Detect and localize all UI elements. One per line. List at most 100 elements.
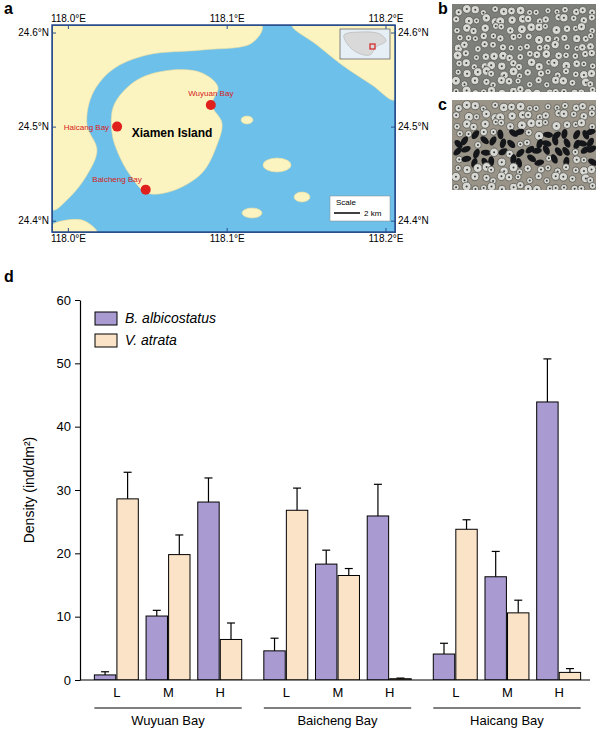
photo-texture [535, 76, 542, 83]
photo-texture [575, 11, 577, 13]
islet [242, 208, 262, 218]
photo-texture [470, 27, 478, 35]
photo-texture [529, 11, 531, 13]
photo-texture [538, 26, 540, 28]
photo-texture [563, 37, 565, 39]
photo-texture [462, 182, 471, 190]
photo-texture [516, 102, 525, 111]
map-x-axis-bottom-tick-label: 118.2°E [368, 233, 403, 244]
photo-texture [591, 11, 593, 13]
photo-texture [498, 62, 506, 70]
map-y-axis-right-tick: 24.6°N [391, 27, 429, 38]
photo-texture [546, 84, 548, 86]
photo-texture [536, 188, 538, 190]
bar [433, 654, 454, 680]
photo-texture [527, 81, 533, 87]
error-bar-cap [463, 519, 471, 520]
photo-texture [455, 176, 457, 178]
error-bar-cap [271, 638, 279, 639]
photo-texture [572, 167, 579, 174]
photo-texture [515, 78, 521, 84]
y-axis-title: Density (ind/dm²) [21, 437, 37, 544]
bar [286, 510, 307, 680]
bar [220, 639, 241, 680]
photo-texture [509, 125, 511, 127]
photo-texture [492, 6, 499, 13]
photo-texture [533, 185, 541, 190]
error-bar [227, 623, 235, 639]
photo-texture [499, 44, 506, 51]
x-axis-tick: M [163, 680, 174, 700]
photo-texture [453, 88, 459, 92]
scale-title: Scale [336, 198, 357, 207]
photo-texture [552, 172, 560, 180]
photo-texture [590, 35, 592, 37]
y-axis-tick-label: 40 [57, 419, 71, 434]
error-bar [566, 669, 574, 673]
group-underline [264, 707, 411, 708]
photo-texture [499, 20, 501, 22]
y-axis-tick-label: 20 [57, 546, 71, 561]
bar [367, 516, 388, 680]
photo-texture [536, 44, 543, 51]
photo-texture [525, 129, 532, 136]
photo-texture [519, 56, 521, 58]
photo-texture [458, 11, 460, 13]
error-bar-cap [345, 568, 353, 569]
error-bar-stem [230, 623, 231, 639]
photo-texture [528, 35, 530, 37]
error-bar-stem [466, 520, 467, 530]
photo-texture [544, 35, 552, 43]
photo-texture [580, 122, 582, 124]
map-y-axis-left-tick-mark [52, 221, 56, 222]
figure: abcd118.0°E118.1°E118.2°E118.0°E118.1°E1… [0, 0, 600, 739]
photo-texture [494, 104, 496, 106]
photo-texture [569, 175, 576, 182]
photo-texture [549, 92, 551, 93]
photo-texture [574, 188, 576, 190]
photo-texture [463, 179, 465, 181]
photo-texture [512, 62, 514, 64]
photo-texture [526, 105, 532, 111]
error-bar-cap [440, 643, 448, 644]
photo-texture [498, 185, 506, 190]
photo-texture [465, 35, 472, 42]
photo-texture [527, 92, 529, 93]
photo-texture [468, 133, 470, 135]
y-axis-tick-label: 50 [57, 356, 71, 371]
error-bar-stem [156, 610, 157, 616]
photo-texture [555, 125, 557, 127]
photo-texture [545, 69, 551, 75]
photo-texture [483, 91, 485, 92]
photo-texture [484, 43, 486, 45]
photo-texture [473, 66, 475, 68]
error-bar-stem [518, 600, 519, 613]
photo-texture [575, 169, 577, 171]
error-bar [396, 678, 404, 680]
photo-texture [543, 131, 554, 138]
photo-texture [575, 123, 577, 125]
photo-texture [499, 116, 501, 118]
photo-texture [457, 130, 464, 137]
x-axis-tick: L [452, 680, 459, 700]
photo-texture [471, 76, 479, 84]
photo-texture [480, 32, 488, 40]
site-dot [206, 100, 216, 110]
group-label: Wuyuan Bay [131, 713, 205, 728]
photo-texture [503, 170, 505, 172]
error-bar [463, 520, 471, 530]
photo-texture [475, 142, 482, 149]
photo-texture [482, 110, 490, 118]
photo-texture [481, 24, 489, 32]
error-bar-stem [348, 569, 349, 576]
error-bar-stem [296, 488, 297, 510]
photo-texture [573, 35, 581, 43]
photo-texture [533, 51, 541, 59]
photo-texture [581, 157, 587, 163]
map-x-axis-top-tick-mark [385, 25, 386, 29]
photo-texture [492, 131, 494, 133]
photo-texture [480, 89, 486, 92]
site-label: Wuyuan Bay [188, 89, 233, 98]
inset-marker [370, 44, 375, 49]
photo-texture [498, 89, 506, 92]
